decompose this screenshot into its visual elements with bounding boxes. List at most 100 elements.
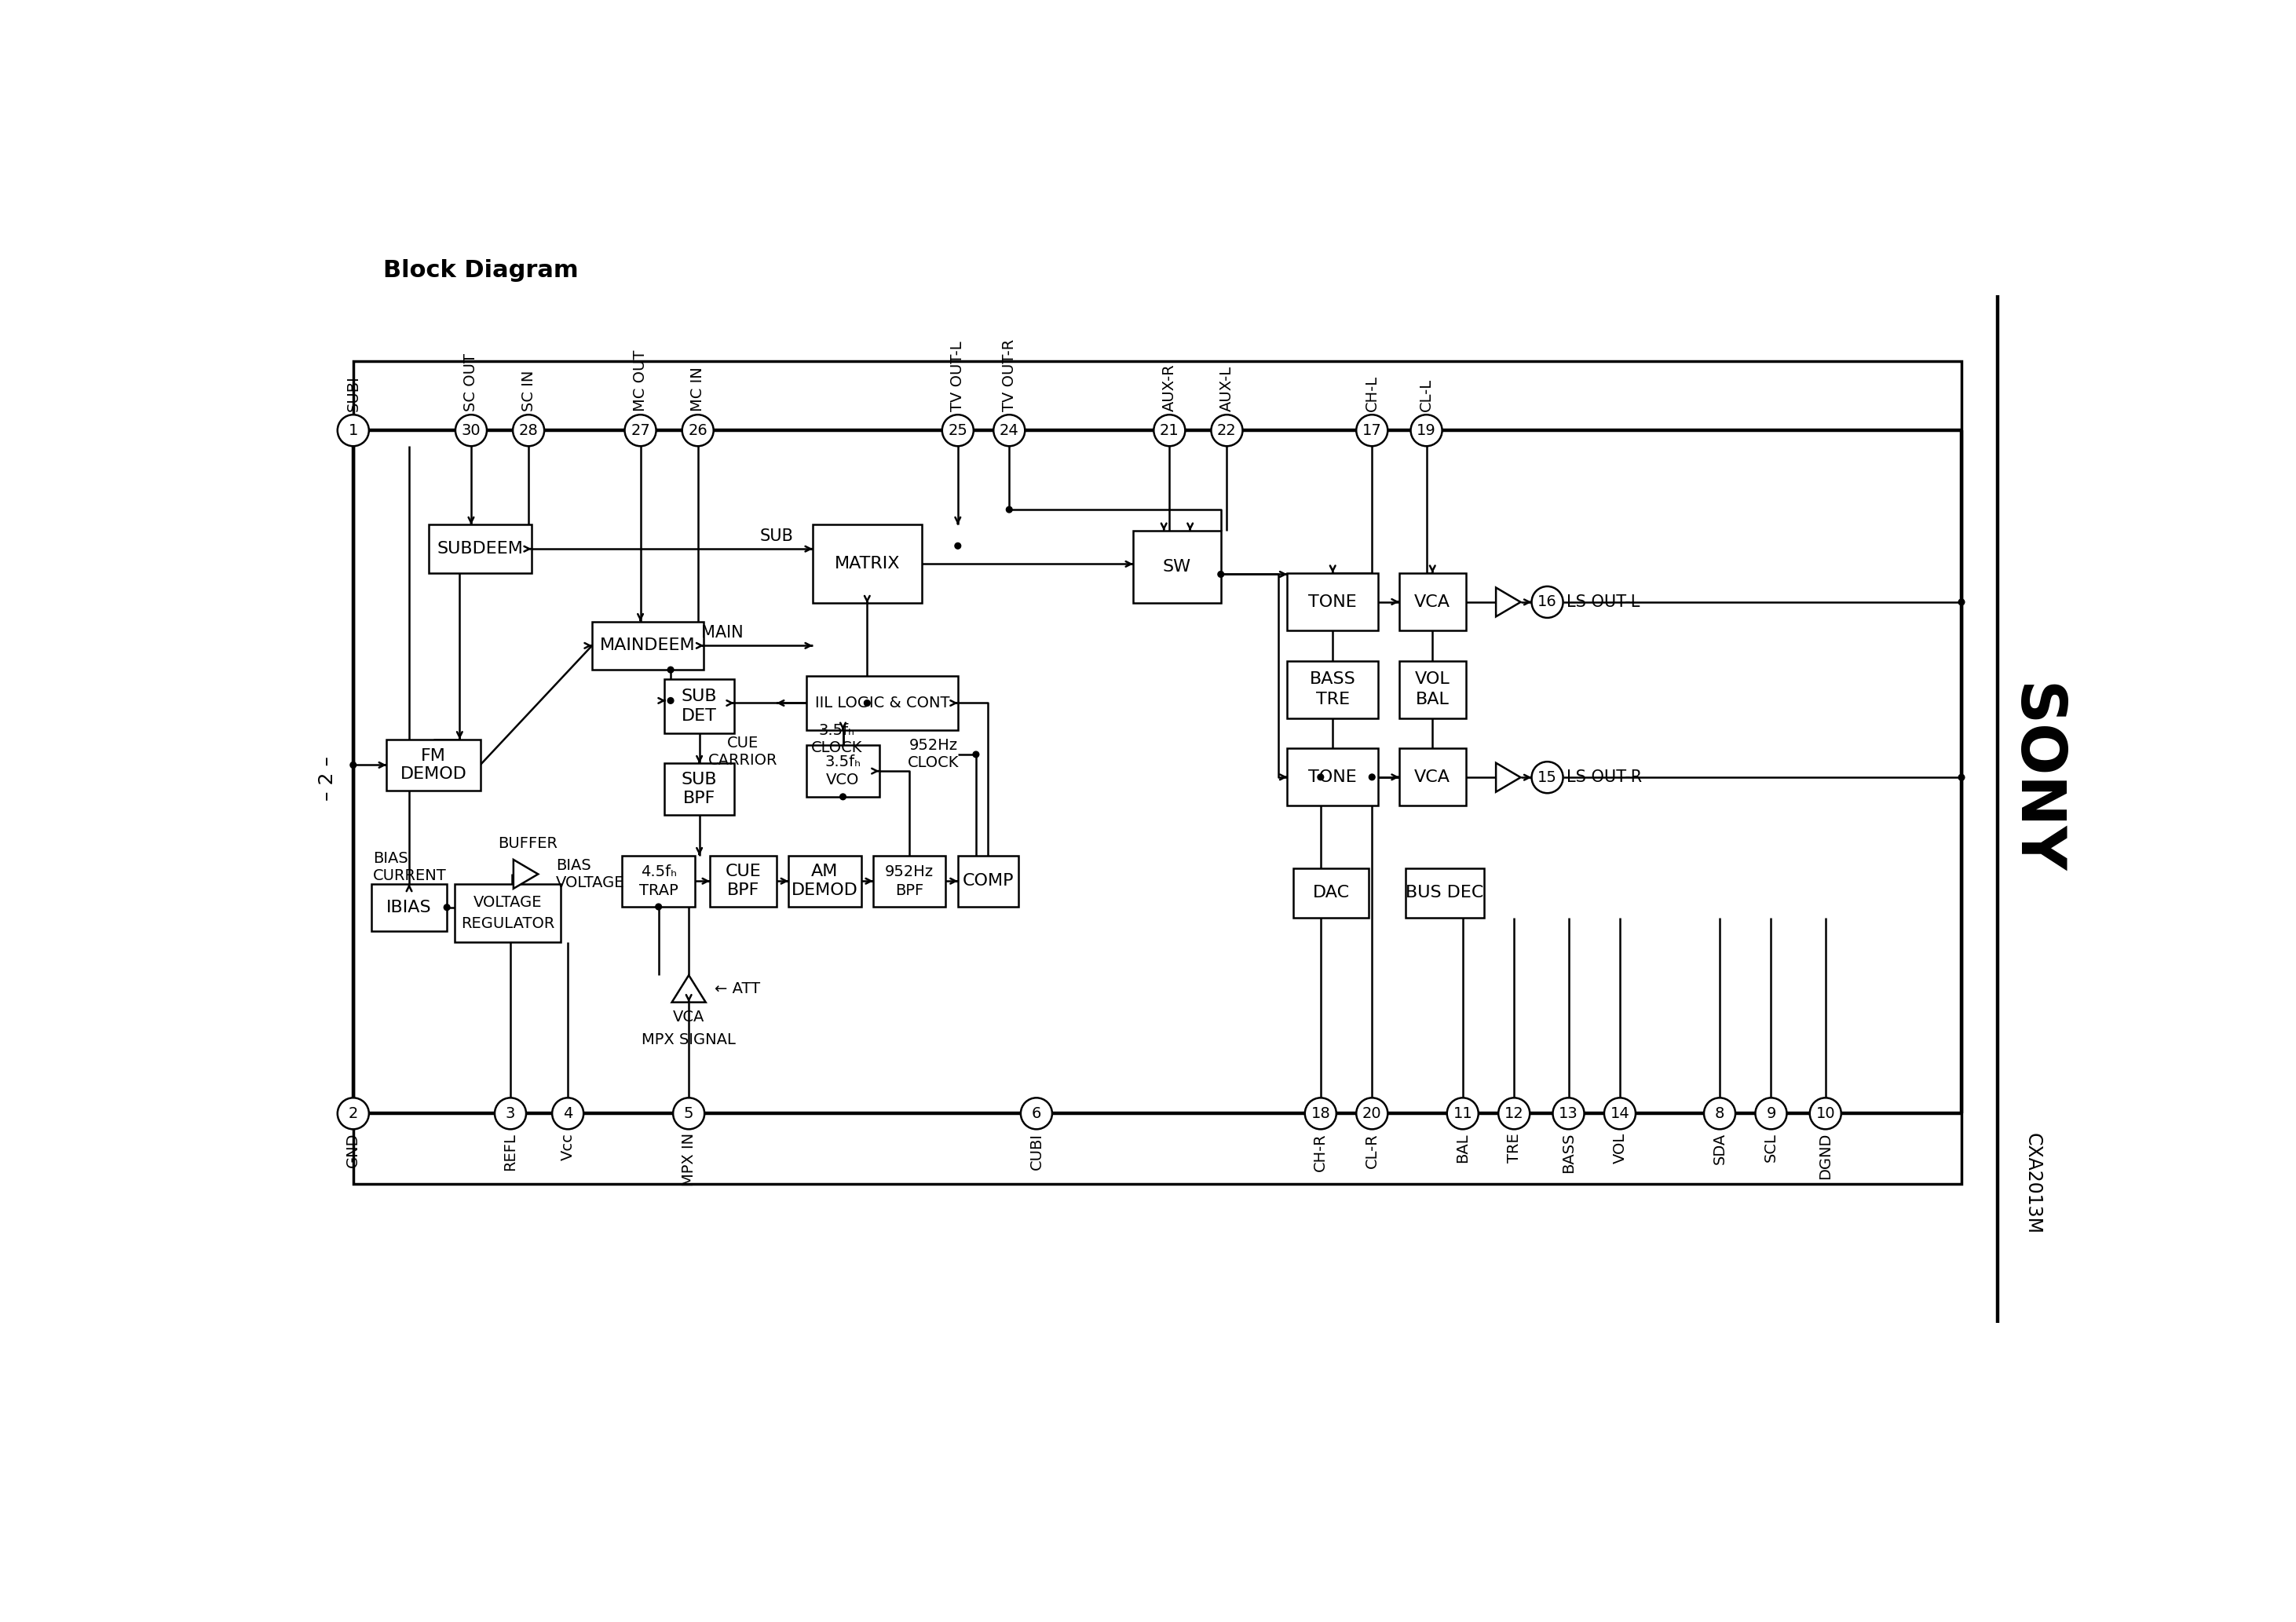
Text: 3.5fₕ: 3.5fₕ [824, 754, 861, 769]
Text: SUB: SUB [760, 529, 794, 543]
Text: TONE: TONE [1309, 594, 1357, 610]
Text: VOLTAGE: VOLTAGE [473, 895, 542, 910]
Text: CH-L: CH-L [1364, 375, 1380, 410]
Circle shape [1531, 587, 1564, 618]
Circle shape [1704, 1098, 1736, 1129]
Text: SUB: SUB [682, 772, 716, 788]
Bar [1398, 748, 1465, 806]
Circle shape [1499, 1098, 1529, 1129]
Circle shape [443, 905, 450, 910]
Bar [429, 524, 533, 573]
Text: IBIAS: IBIAS [386, 900, 432, 915]
Bar [806, 676, 957, 730]
Bar [1405, 868, 1483, 918]
Polygon shape [1497, 587, 1520, 616]
Circle shape [551, 1098, 583, 1129]
Text: 22: 22 [1217, 423, 1238, 438]
Text: BPF: BPF [728, 882, 760, 899]
Bar [354, 362, 1961, 1184]
Text: 27: 27 [631, 423, 650, 438]
Polygon shape [514, 860, 537, 889]
Text: DAC: DAC [1313, 886, 1350, 900]
Text: SONY: SONY [2004, 683, 2064, 874]
Circle shape [1022, 1098, 1052, 1129]
Polygon shape [1497, 762, 1520, 792]
Text: 4.5fₕ: 4.5fₕ [641, 865, 677, 879]
Circle shape [840, 793, 845, 800]
Circle shape [1531, 762, 1564, 793]
Text: 20: 20 [1362, 1106, 1382, 1121]
Bar [372, 884, 448, 931]
Bar [813, 524, 921, 603]
Text: 25: 25 [948, 423, 967, 438]
Text: MC OUT: MC OUT [634, 349, 647, 410]
Polygon shape [673, 975, 705, 1002]
Text: 952Hz
CLOCK: 952Hz CLOCK [907, 738, 960, 770]
Circle shape [1357, 1098, 1387, 1129]
Text: 17: 17 [1362, 423, 1382, 438]
Text: SUB: SUB [682, 688, 716, 704]
Text: CH-R: CH-R [1313, 1132, 1327, 1171]
Text: 4: 4 [563, 1106, 572, 1121]
Text: ← ATT: ← ATT [714, 981, 760, 996]
Text: DGND: DGND [1818, 1132, 1832, 1179]
Text: SW: SW [1162, 560, 1192, 574]
Circle shape [338, 1098, 370, 1129]
Text: BIAS
VOLTAGE: BIAS VOLTAGE [556, 858, 625, 890]
Text: 19: 19 [1417, 423, 1435, 438]
Text: 1: 1 [349, 423, 358, 438]
Text: CUBI: CUBI [1029, 1132, 1045, 1169]
Text: DET: DET [682, 709, 716, 723]
Text: 9: 9 [1766, 1106, 1775, 1121]
Text: 3.5fₕ
CLOCK: 3.5fₕ CLOCK [810, 723, 863, 756]
Text: VCA: VCA [1414, 769, 1451, 785]
Text: BPF: BPF [895, 882, 923, 899]
Circle shape [673, 1098, 705, 1129]
Text: TV OUT-R: TV OUT-R [1001, 339, 1017, 410]
Bar [709, 855, 776, 907]
Text: AUX-R: AUX-R [1162, 363, 1178, 410]
Text: DEMOD: DEMOD [792, 882, 859, 899]
Text: AUX-L: AUX-L [1219, 365, 1235, 410]
Bar [1134, 530, 1221, 603]
Circle shape [941, 415, 974, 446]
Text: 24: 24 [999, 423, 1019, 438]
Bar [622, 855, 696, 907]
Text: TRE: TRE [1506, 1132, 1522, 1163]
Circle shape [338, 415, 370, 446]
Text: MATRIX: MATRIX [833, 556, 900, 573]
Circle shape [994, 415, 1024, 446]
Circle shape [1446, 1098, 1479, 1129]
Circle shape [1212, 415, 1242, 446]
Text: REFL: REFL [503, 1132, 519, 1171]
Text: SUBI: SUBI [347, 375, 360, 410]
Text: LS OUT-L: LS OUT-L [1566, 594, 1639, 610]
Text: CUE
CARRIOR: CUE CARRIOR [709, 735, 778, 767]
Text: BAL: BAL [1417, 693, 1449, 707]
Text: BASS: BASS [1561, 1132, 1575, 1173]
Circle shape [1958, 774, 1965, 780]
Circle shape [1756, 1098, 1786, 1129]
Circle shape [1006, 506, 1013, 513]
Text: 15: 15 [1538, 770, 1557, 785]
Text: FM: FM [420, 748, 445, 764]
Circle shape [1357, 415, 1387, 446]
Text: BAL: BAL [1456, 1132, 1469, 1163]
Text: SCL: SCL [1763, 1132, 1779, 1161]
Text: 2: 2 [349, 1106, 358, 1121]
Circle shape [625, 415, 657, 446]
Bar [872, 855, 946, 907]
Text: 11: 11 [1453, 1106, 1472, 1121]
Circle shape [1410, 415, 1442, 446]
Text: 18: 18 [1311, 1106, 1329, 1121]
Bar [664, 680, 735, 733]
Text: SDA: SDA [1713, 1132, 1727, 1165]
Text: 26: 26 [689, 423, 707, 438]
Text: 12: 12 [1504, 1106, 1525, 1121]
Bar [1288, 748, 1378, 806]
Text: CXA2013M: CXA2013M [2023, 1134, 2041, 1234]
Text: LS OUT-R: LS OUT-R [1566, 769, 1642, 785]
Bar [957, 855, 1019, 907]
Circle shape [1153, 415, 1185, 446]
Text: 10: 10 [1816, 1106, 1835, 1121]
